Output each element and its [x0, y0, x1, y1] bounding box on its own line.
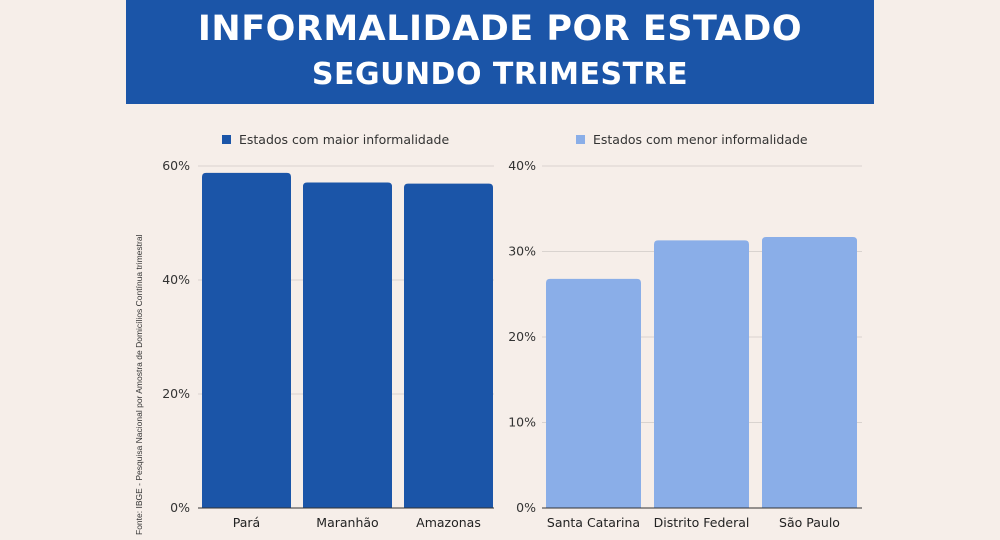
legend-label-1: Estados com menor informalidade	[593, 132, 808, 147]
y-tick-label: 40%	[508, 158, 536, 173]
title-line-2: SEGUNDO TRIMESTRE	[311, 57, 689, 92]
bar	[404, 183, 493, 509]
legend-swatch-0	[222, 135, 231, 144]
y-tick-label: 60%	[162, 158, 190, 173]
category-label: Santa Catarina	[547, 515, 640, 530]
bar	[202, 172, 291, 508]
y-tick-label: 20%	[508, 329, 536, 344]
y-tick-label: 40%	[162, 272, 190, 287]
bar	[546, 278, 641, 508]
legend-label-0: Estados com maior informalidade	[239, 132, 449, 147]
bar	[762, 236, 857, 508]
title-banner: INFORMALIDADE POR ESTADO SEGUNDO TRIMEST…	[126, 0, 874, 104]
y-tick-label: 30%	[508, 244, 536, 259]
y-tick-label: 20%	[162, 386, 190, 401]
category-label: Maranhão	[316, 515, 378, 530]
category-label: Pará	[233, 515, 260, 530]
category-label: Amazonas	[416, 515, 481, 530]
bar	[303, 182, 392, 508]
category-label: Distrito Federal	[654, 515, 750, 530]
y-tick-label: 0%	[516, 500, 536, 515]
category-label: São Paulo	[779, 515, 840, 530]
title-line-1: INFORMALIDADE POR ESTADO	[197, 9, 803, 49]
bar	[654, 240, 749, 508]
legend-swatch-1	[576, 135, 585, 144]
y-tick-label: 0%	[170, 500, 190, 515]
y-tick-label: 10%	[508, 415, 536, 430]
